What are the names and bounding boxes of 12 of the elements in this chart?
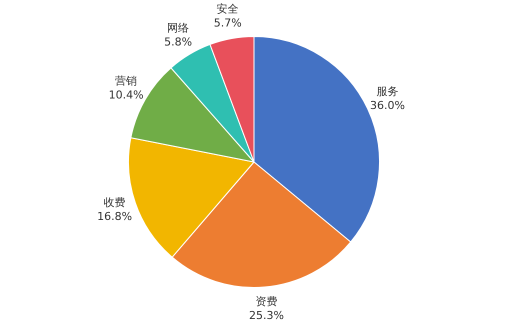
slice-label: 网络 — [167, 21, 190, 34]
data-label: 36.0% — [370, 99, 405, 112]
data-label: 5.7% — [214, 16, 242, 30]
slice-label: 营销 — [115, 74, 138, 88]
data-label: 16.8% — [97, 210, 132, 224]
slice-label: 安全 — [216, 2, 239, 16]
slice-label: 收费 — [104, 196, 126, 210]
data-label: 10.4% — [108, 88, 144, 102]
data-label: 5.8% — [164, 35, 192, 48]
slice-label: 服务 — [376, 85, 398, 98]
slice-label: 资费 — [255, 294, 278, 308]
data-label: 25.3% — [249, 308, 284, 322]
